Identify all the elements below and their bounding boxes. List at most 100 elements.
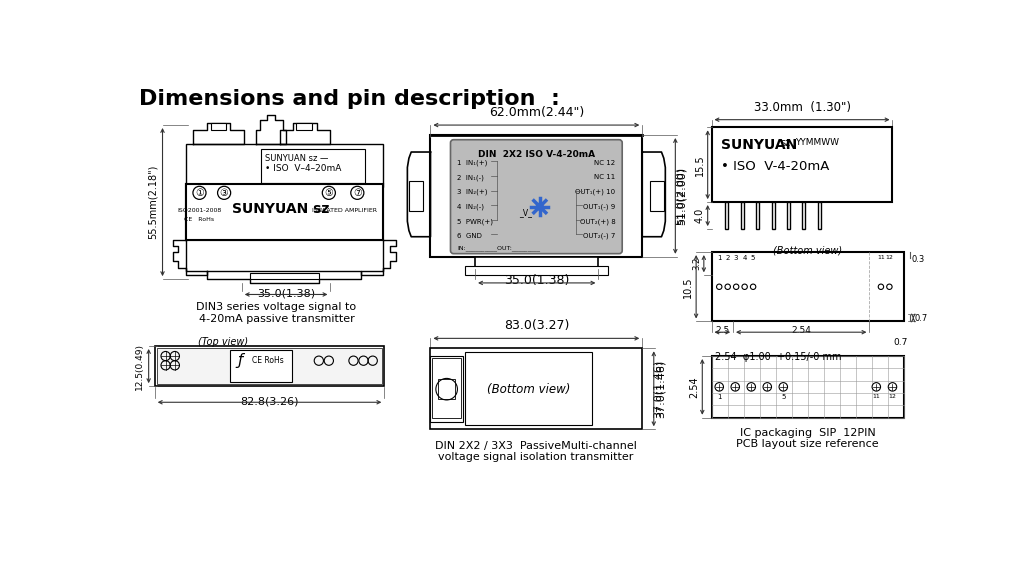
Text: 1: 1 [717,255,722,261]
Text: _V_: _V_ [520,208,533,217]
Bar [725,202,728,229]
Bar [186,144,383,187]
Bar [432,358,461,419]
Bar [431,135,642,257]
Text: 35.0(1.38): 35.0(1.38) [257,288,315,298]
Text: 55.5mm(2.18"): 55.5mm(2.18") [148,165,158,239]
Bar [712,356,904,418]
Text: 0.7: 0.7 [893,338,908,347]
Text: 4  IN₂(-): 4 IN₂(-) [457,204,484,210]
Circle shape [872,383,880,391]
Text: 3: 3 [734,255,738,261]
Text: • ISO  V-4-20mA: • ISO V-4-20mA [721,160,829,173]
Text: 2.54  φ1.00  +0.15/-0 mm: 2.54 φ1.00 +0.15/-0 mm [716,352,842,362]
Bar [431,348,642,429]
Bar [438,379,455,399]
Text: ISO2001-2008: ISO2001-2008 [178,208,222,213]
Bar [186,185,383,240]
Bar [757,202,760,229]
Circle shape [763,383,772,391]
Text: • ISO  V–4–20mA: • ISO V–4–20mA [264,164,341,173]
Text: 12.5(0.49): 12.5(0.49) [135,343,144,389]
Bar [772,202,775,229]
Text: 10.5: 10.5 [683,276,693,297]
Text: ①: ① [195,188,204,198]
Text: DIN3 series voltage signal to
4-20mA passive transmitter: DIN3 series voltage signal to 4-20mA pas… [196,302,356,324]
Bar [712,252,904,321]
Bar [431,356,463,421]
Bar [741,202,744,229]
Text: 35.0(1.38): 35.0(1.38) [504,274,570,287]
Text: OUT₂(-) 7: OUT₂(-) 7 [583,233,616,240]
Text: OUT₁(+) 10: OUT₁(+) 10 [575,189,616,195]
Bar [155,346,384,386]
Text: 0.3: 0.3 [912,255,925,264]
Bar [157,348,382,384]
Text: 51.0(2.00): 51.0(2.00) [675,167,684,225]
Text: SUNYUAN: SUNYUAN [721,138,797,152]
Text: NC 12: NC 12 [594,160,616,165]
Text: 3  IN₂(+): 3 IN₂(+) [457,189,488,195]
Text: 5: 5 [781,394,785,400]
Text: ③: ③ [220,188,229,198]
Text: 3.2: 3.2 [692,257,701,270]
Text: SUNYUAN sz: SUNYUAN sz [232,202,329,216]
Text: ƒ: ƒ [238,353,243,368]
Bar [803,202,806,229]
Text: 0.7: 0.7 [915,314,928,323]
Circle shape [536,203,543,210]
Circle shape [888,383,896,391]
Text: 37.0(1.46): 37.0(1.46) [657,359,666,417]
Circle shape [715,383,724,391]
Text: 1: 1 [717,394,722,400]
Bar [409,181,423,210]
Polygon shape [173,240,207,275]
Text: 5: 5 [750,255,756,261]
Text: 51.0(2.00): 51.0(2.00) [677,167,687,225]
Text: YYMMWW: YYMMWW [794,138,838,147]
Bar [296,123,311,131]
Text: OUT₁(-) 9: OUT₁(-) 9 [583,204,616,210]
Bar [261,149,366,183]
Polygon shape [207,272,361,283]
Polygon shape [193,123,244,144]
Text: 2: 2 [726,255,730,261]
Text: DIN  2X2 ISO V-4-20mA: DIN 2X2 ISO V-4-20mA [478,150,595,159]
Text: 2.54: 2.54 [689,376,699,398]
Text: (Top view): (Top view) [197,337,248,347]
Text: 2  IN₁(-): 2 IN₁(-) [457,174,484,181]
Text: 33.0mm  (1.30"): 33.0mm (1.30") [753,100,850,113]
Bar [186,185,383,240]
Bar [466,352,592,425]
Polygon shape [361,240,396,275]
Text: 1  IN₁(+): 1 IN₁(+) [457,160,488,166]
Bar [231,350,292,382]
Text: DIN 2X2 / 3X3  PassiveMulti-channel
voltage signal isolation transmitter: DIN 2X2 / 3X3 PassiveMulti-channel volta… [435,441,637,462]
Text: sz: sz [781,138,791,148]
Text: ⑦: ⑦ [353,188,361,198]
Text: ISOLATED AMPLIFIER: ISOLATED AMPLIFIER [311,208,377,213]
Text: 37.0(1.46): 37.0(1.46) [653,360,663,418]
Text: 4: 4 [742,255,746,261]
Polygon shape [255,115,287,144]
Bar [211,123,227,131]
Text: 12: 12 [888,394,896,399]
Text: 2.5: 2.5 [715,325,729,334]
Text: NC 11: NC 11 [594,174,616,180]
Circle shape [731,383,739,391]
Bar [466,266,607,275]
Bar [787,202,790,229]
Text: 62.0mm(2.44"): 62.0mm(2.44") [489,106,584,119]
Circle shape [747,383,756,391]
Text: 82.8(3.26): 82.8(3.26) [240,396,299,406]
Text: 11: 11 [872,394,880,399]
Circle shape [779,383,787,391]
Text: 5  PWR(+): 5 PWR(+) [457,218,493,225]
Text: OUT₂(+) 8: OUT₂(+) 8 [580,218,616,225]
Text: SUNYUAN sz —: SUNYUAN sz — [264,154,329,163]
Text: CE RoHs: CE RoHs [252,356,284,365]
Text: IN:__________OUT:_________: IN:__________OUT:_________ [457,245,540,251]
Text: 6  GND: 6 GND [457,233,482,239]
Bar [712,127,892,202]
Text: 15.5: 15.5 [694,154,704,176]
